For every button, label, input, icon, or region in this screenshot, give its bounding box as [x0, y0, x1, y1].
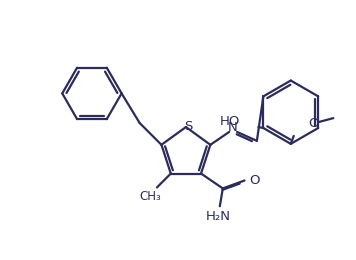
Text: CH₃: CH₃ [139, 190, 161, 203]
Text: S: S [184, 120, 192, 133]
Text: O: O [308, 116, 319, 129]
Text: HO: HO [220, 115, 241, 128]
Text: H₂N: H₂N [205, 210, 230, 223]
Text: O: O [250, 174, 260, 187]
Text: N: N [227, 121, 237, 134]
